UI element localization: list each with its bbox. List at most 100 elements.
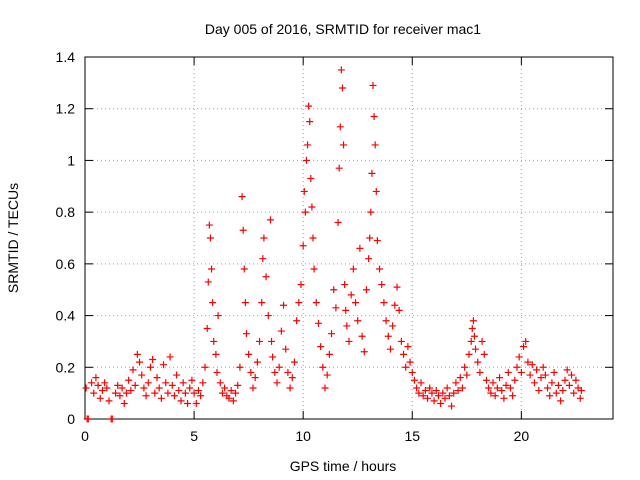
data-point — [336, 123, 344, 131]
data-point — [372, 187, 380, 195]
data-point — [175, 387, 183, 395]
data-point — [286, 384, 294, 392]
data-point — [330, 286, 338, 294]
data-point — [389, 322, 397, 330]
data-point — [491, 392, 499, 400]
data-point — [194, 387, 202, 395]
data-point — [430, 397, 438, 405]
data-point — [565, 381, 573, 389]
data-point — [461, 363, 469, 371]
data-point — [214, 312, 222, 320]
data-point — [373, 237, 381, 245]
data-point — [253, 358, 261, 366]
data-point — [493, 384, 501, 392]
data-point — [181, 389, 189, 397]
data-point — [186, 384, 194, 392]
data-point — [570, 389, 578, 397]
data-point — [515, 353, 523, 361]
data-point — [506, 384, 514, 392]
data-point — [238, 193, 246, 201]
data-point — [242, 330, 250, 338]
x-tick-label: 15 — [404, 428, 420, 444]
data-point — [342, 306, 350, 314]
x-tick-label: 0 — [81, 428, 89, 444]
data-point — [358, 332, 366, 340]
data-point — [105, 397, 113, 405]
data-point — [227, 387, 235, 395]
data-point — [349, 265, 357, 273]
data-point — [421, 387, 429, 395]
data-point — [288, 374, 296, 382]
data-point — [337, 66, 345, 74]
data-point — [343, 322, 351, 330]
data-point — [365, 255, 373, 263]
data-point — [239, 226, 247, 234]
data-point — [376, 265, 384, 273]
data-point — [561, 376, 569, 384]
data-point — [539, 363, 547, 371]
data-point — [370, 112, 378, 120]
data-point — [314, 319, 322, 327]
y-tick-label: 0 — [67, 411, 75, 427]
data-point — [511, 376, 519, 384]
data-point — [170, 392, 178, 400]
x-tick-label: 5 — [190, 428, 198, 444]
data-point — [537, 374, 545, 382]
data-point — [155, 384, 163, 392]
data-point — [266, 216, 274, 224]
data-point — [417, 379, 425, 387]
data-point — [472, 345, 480, 353]
data-point — [500, 394, 508, 402]
data-point — [247, 368, 255, 376]
data-point — [271, 368, 279, 376]
data-point — [467, 337, 475, 345]
data-point — [530, 379, 538, 387]
data-point — [489, 379, 497, 387]
data-point — [424, 394, 432, 402]
data-point — [434, 392, 442, 400]
grid — [85, 57, 613, 419]
data-point — [213, 368, 221, 376]
data-point — [347, 291, 355, 299]
data-point — [131, 381, 139, 389]
data-point — [371, 141, 379, 149]
data-point — [241, 299, 249, 307]
data-point — [212, 350, 220, 358]
y-axis-label: SRMTID / TECUs — [5, 183, 21, 293]
data-point — [340, 141, 348, 149]
data-point — [301, 208, 309, 216]
data-point — [184, 399, 192, 407]
data-point — [258, 299, 266, 307]
data-point — [260, 234, 268, 242]
data-point — [269, 353, 277, 361]
data-point — [84, 415, 92, 423]
x-tick-label: 10 — [295, 428, 311, 444]
data-point — [284, 368, 292, 376]
data-point — [108, 415, 116, 423]
data-point — [509, 392, 517, 400]
data-point — [498, 387, 506, 395]
data-point — [380, 299, 388, 307]
data-point — [568, 371, 576, 379]
data-point — [402, 363, 410, 371]
data-point — [450, 389, 458, 397]
data-point — [144, 379, 152, 387]
y-tick-label: 1.2 — [56, 101, 76, 117]
data-point — [179, 379, 187, 387]
data-point — [504, 368, 512, 376]
data-point — [118, 384, 126, 392]
data-point — [496, 374, 504, 382]
data-point — [297, 281, 305, 289]
data-point — [576, 394, 584, 402]
data-point — [443, 384, 451, 392]
data-point — [533, 366, 541, 374]
data-point — [323, 371, 331, 379]
data-point — [275, 363, 283, 371]
data-point — [127, 387, 135, 395]
data-point — [437, 399, 445, 407]
data-point — [302, 156, 310, 164]
data-point — [300, 187, 308, 195]
data-point — [432, 387, 440, 395]
data-point — [308, 203, 316, 211]
